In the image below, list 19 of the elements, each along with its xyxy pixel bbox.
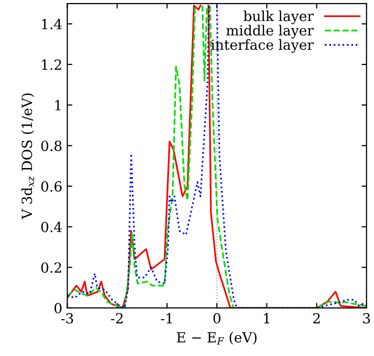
y-tick-label: 1	[55, 100, 60, 110]
y-tick-label: 0	[54, 302, 62, 314]
y-tick-label: 0.6	[41, 181, 62, 192]
y-axis-title: V 3d$_{xz}$ DOS (1/eV)	[21, 94, 34, 220]
y-tick-label: 0.2	[41, 262, 62, 273]
x-tick-label: 0	[213, 313, 220, 324]
x-tick-label: 2	[313, 313, 320, 324]
y-tick-label: 1.4	[42, 18, 62, 30]
x-tick-label: -2	[111, 313, 123, 324]
x-axis-title: E − E$_{F}$ (eV)	[176, 332, 257, 345]
legend-label: bulk layer	[244, 10, 314, 24]
x-tick-label: -3	[61, 313, 74, 324]
y-tick-label: 0.8	[41, 140, 62, 152]
y-tick-label: 1.2	[42, 59, 62, 70]
y-tick-label: 0.4	[41, 222, 62, 232]
x-tick-label: 3	[363, 313, 370, 324]
x-tick-label: -1	[160, 313, 172, 324]
x-tick-label: 1	[264, 313, 270, 324]
legend-label: middle layer	[226, 24, 314, 38]
